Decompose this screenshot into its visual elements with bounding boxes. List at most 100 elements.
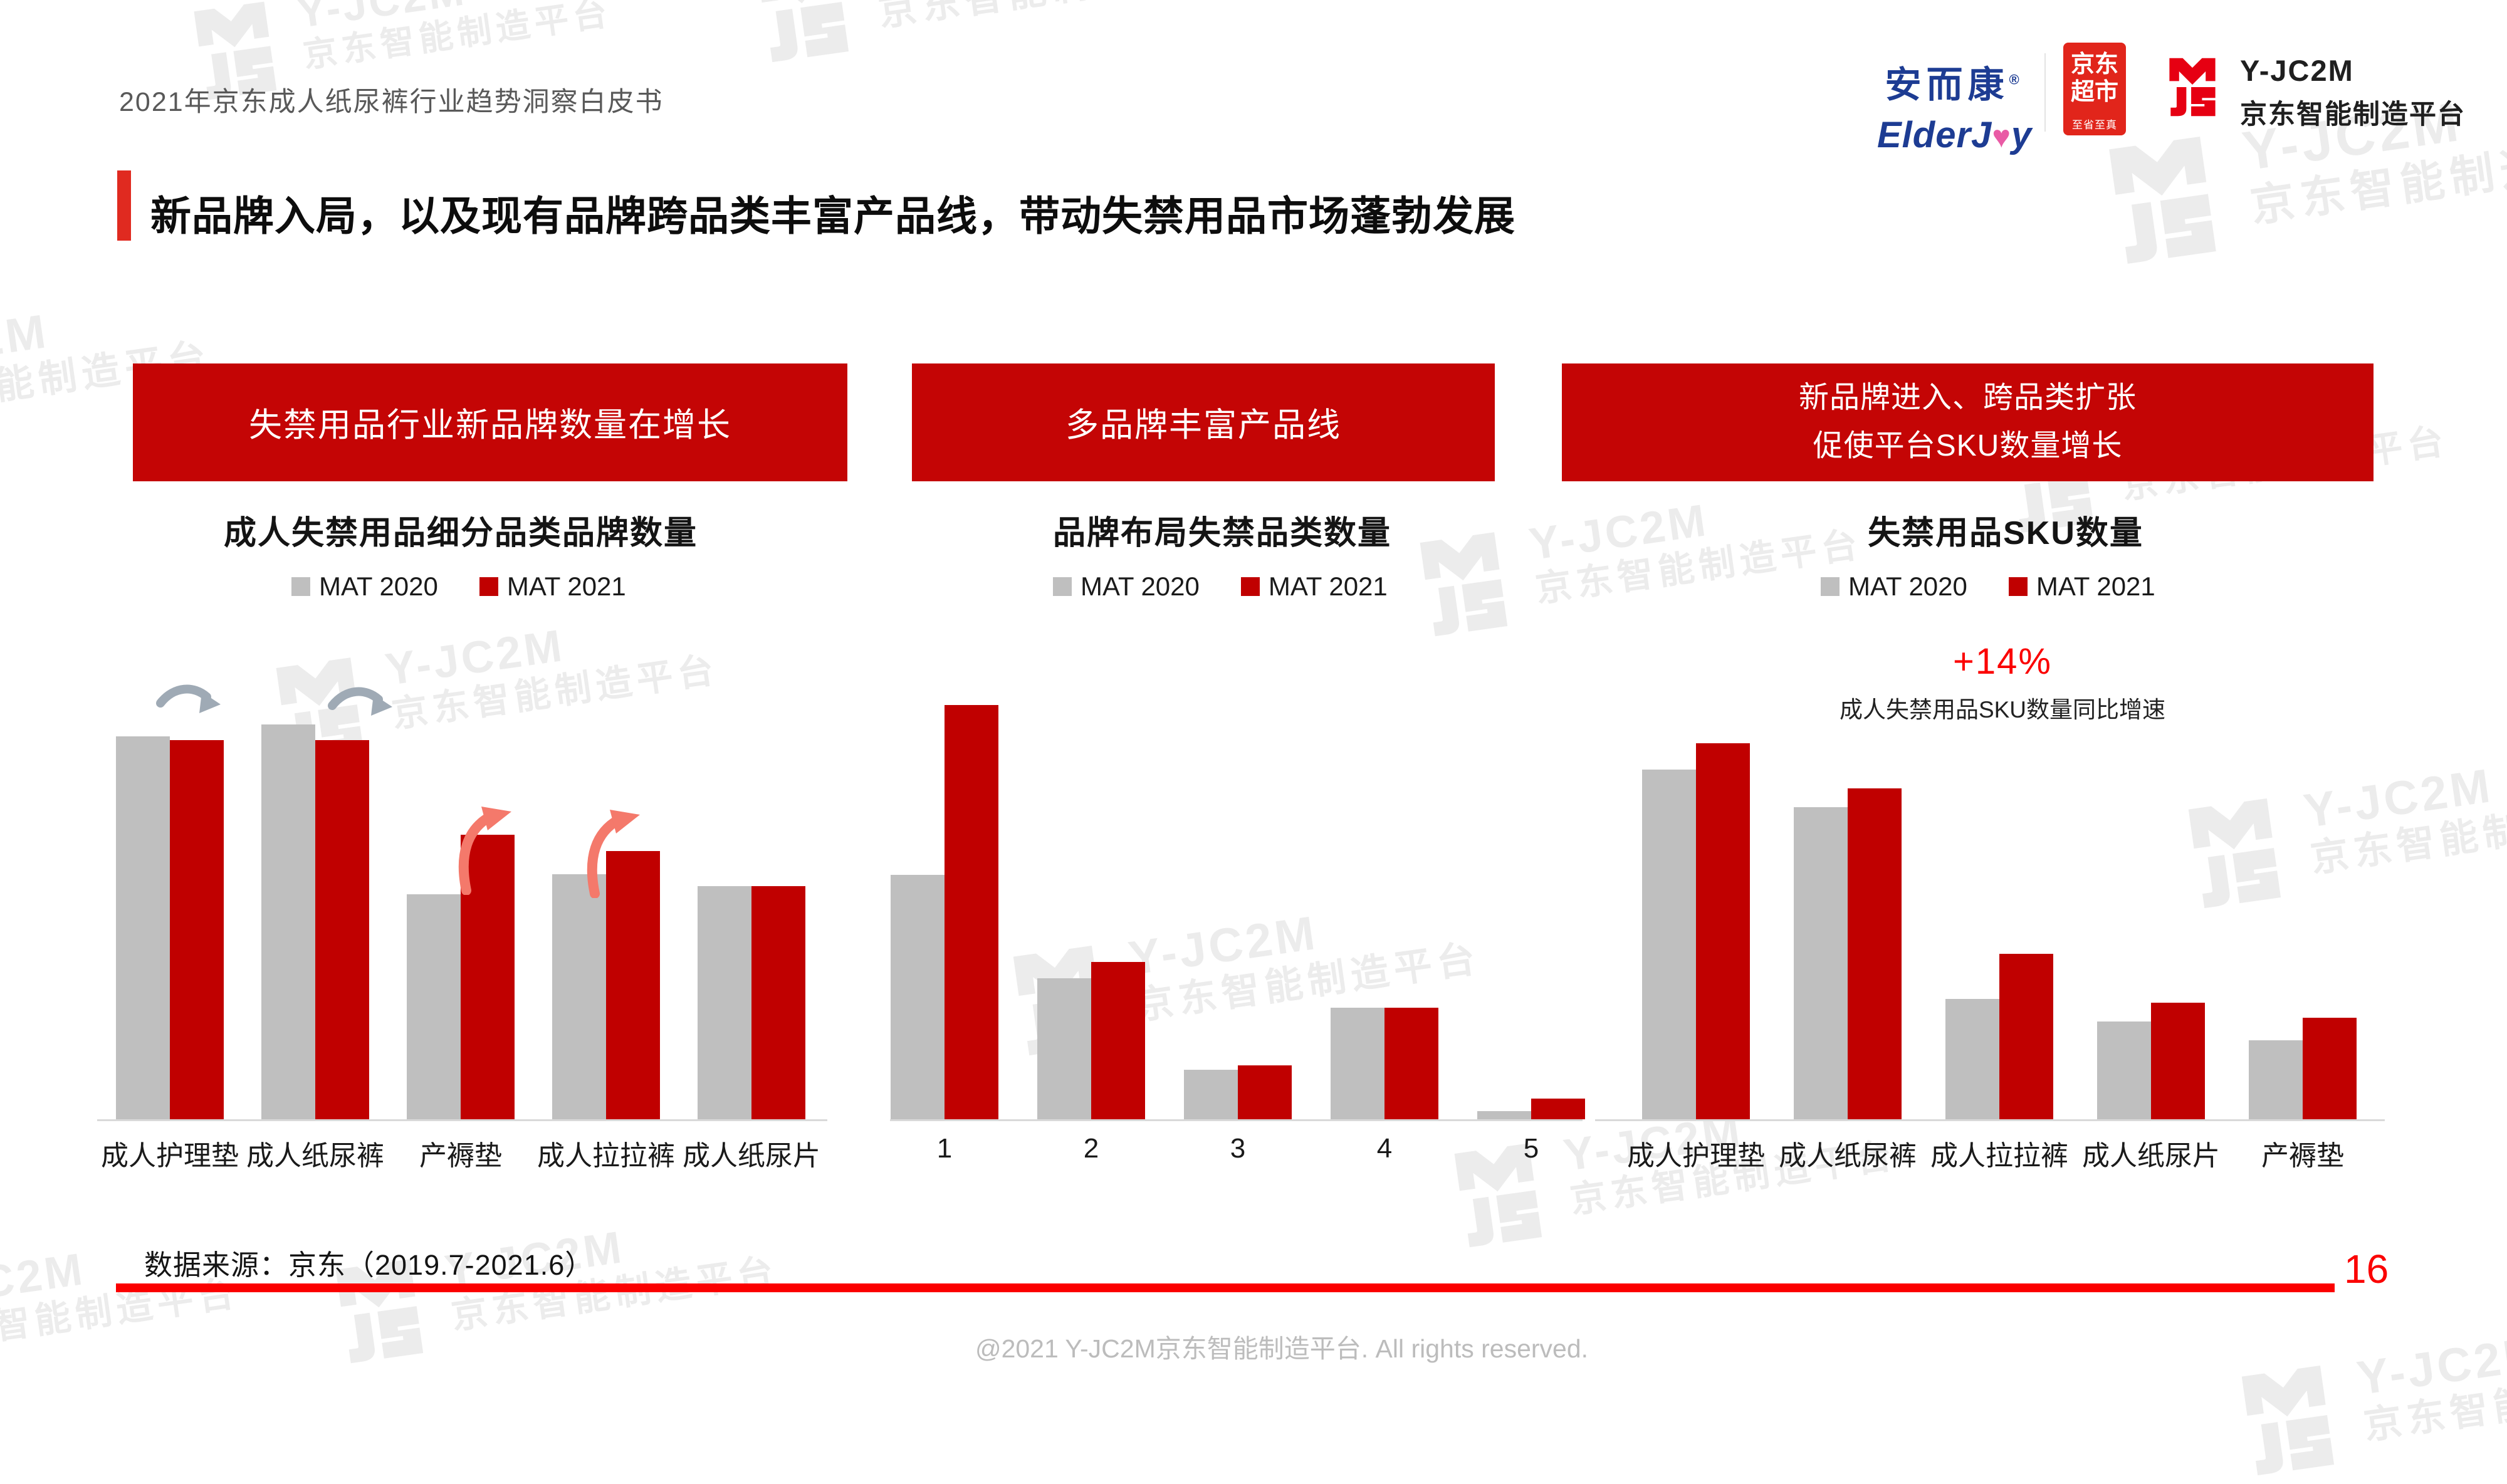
data-source: 数据来源：京东（2019.7-2021.6） (144, 1249, 594, 1281)
bar-group: 3 (1184, 1065, 1292, 1164)
jc2m-watermark-glyph-icon (2228, 1355, 2347, 1484)
bar-mat2020 (1184, 1070, 1238, 1119)
bar-group: 1 (891, 705, 998, 1164)
document-title: 2021年京东成人纸尿裤行业趋势洞察白皮书 (119, 87, 664, 117)
bar-group: 成人纸尿片 (2082, 1003, 2220, 1171)
bar-mat2020 (116, 736, 170, 1119)
bar-group: 产褥垫 (2249, 1018, 2357, 1171)
x-axis-label: 成人拉拉裤 (537, 1141, 675, 1171)
legend-swatch-gray (1821, 577, 1840, 596)
x-axis-label: 5 (1523, 1133, 1539, 1164)
elderjoy-logo: 安而康® ElderJ♥y (1877, 55, 2032, 156)
jc2m-logo-glyph-icon (2161, 53, 2224, 120)
chart3-title: 失禁用品SKU数量 (1868, 515, 2143, 551)
bar-group: 成人纸尿裤 (246, 724, 384, 1171)
watermark-line2: 京东智能制造平台 (300, 0, 615, 75)
page-number: 16 (2344, 1246, 2389, 1292)
watermark: Y-JC2M京东智能制造平台 (743, 0, 1229, 71)
growth-arrow-icon (458, 807, 511, 895)
decline-arrow-icon (156, 684, 221, 713)
bar-chart-sku-count: 成人护理垫 成人纸尿裤 成人拉拉裤 成人纸尿片 产褥垫 (1614, 743, 2385, 1171)
bar-mat2021 (1384, 1008, 1438, 1119)
bar-mat2021 (1238, 1065, 1292, 1119)
x-axis-label: 成人纸尿裤 (246, 1141, 384, 1171)
bar-chart-brand-count: 成人护理垫 成人纸尿裤 产褥垫 成人拉拉裤 成人纸尿片 (100, 724, 821, 1171)
jc2m-name: Y-JC2M (2240, 54, 2354, 87)
chart1-legend: MAT 2020 MAT 2021 (291, 572, 626, 602)
title-accent-bar (117, 170, 131, 241)
x-axis-label: 成人护理垫 (1627, 1141, 1765, 1171)
bar-mat2021 (606, 851, 660, 1119)
x-axis-label: 产褥垫 (419, 1141, 502, 1171)
x-axis-label: 4 (1376, 1133, 1393, 1164)
x-axis-label: 1 (936, 1133, 953, 1164)
bar-group: 成人护理垫 (101, 736, 239, 1171)
x-axis-label: 成人护理垫 (101, 1141, 239, 1171)
bar-mat2021 (945, 705, 998, 1119)
chart3-axis-line (1595, 1119, 2385, 1121)
bar-mat2020 (1794, 807, 1848, 1119)
legend-label-mat2021: MAT 2021 (506, 572, 626, 601)
bar-mat2021 (1531, 1099, 1585, 1119)
bar-mat2021 (1696, 743, 1750, 1119)
bar-mat2021 (2303, 1018, 2357, 1119)
banner-sku-growth: 新品牌进入、跨品类扩张 促使平台SKU数量增长 (1562, 363, 2374, 481)
bar-group: 成人拉拉裤 (537, 851, 675, 1171)
copyright-text: @2021 Y-JC2M京东智能制造平台. All rights reserve… (975, 1334, 1589, 1363)
bar-mat2020 (2249, 1040, 2303, 1119)
legend-swatch-gray (291, 577, 310, 596)
bar-group: 2 (1037, 962, 1145, 1164)
bar-mat2020 (1945, 999, 1999, 1119)
legend-label-mat2020: MAT 2020 (319, 572, 438, 601)
bar-mat2020 (261, 724, 315, 1119)
jc2m-watermark-glyph-icon (2093, 124, 2231, 274)
x-axis-label: 产褥垫 (2261, 1141, 2344, 1171)
growth-percentage: +14% (1953, 641, 2052, 682)
bar-mat2020 (1477, 1111, 1531, 1119)
bar-mat2020 (698, 886, 751, 1119)
x-axis-label: 成人纸尿片 (2082, 1141, 2220, 1171)
bar-mat2021 (1999, 954, 2053, 1119)
elderjoy-en-label: ElderJ♥y (1877, 115, 2033, 155)
bar-mat2021 (1848, 788, 1902, 1119)
legend-swatch-gray (1053, 577, 1072, 596)
chart2-axis-line (890, 1119, 1583, 1121)
bar-mat2020 (407, 894, 461, 1119)
jd-badge-line2: 超市 (2070, 78, 2118, 105)
bar-mat2020 (1037, 978, 1091, 1119)
heart-icon: ♥ (1992, 119, 2012, 154)
bar-chart-category-count: 1 2 3 4 5 (891, 705, 1585, 1164)
chart2-title: 品牌布局失禁品类数量 (1052, 515, 1391, 551)
x-axis-label: 2 (1083, 1133, 1099, 1164)
growth-note: 成人失禁用品SKU数量同比增速 (1839, 697, 2166, 723)
jc2m-platform-name: 京东智能制造平台 (2240, 100, 2466, 130)
jd-supermarket-badge: 京东 超市 至省至真 (2063, 43, 2126, 135)
x-axis-label: 3 (1230, 1133, 1246, 1164)
bar-mat2020 (1642, 770, 1696, 1119)
bar-mat2021 (751, 886, 805, 1119)
x-axis-label: 成人纸尿片 (683, 1141, 820, 1171)
bar-mat2021 (2151, 1003, 2205, 1119)
jd-badge-slogan: 至省至真 (2072, 119, 2117, 132)
bar-group: 成人护理垫 (1627, 743, 1765, 1171)
banner-new-brands: 失禁用品行业新品牌数量在增长 (133, 363, 847, 481)
jd-badge-line1: 京东 (2070, 51, 2118, 78)
chart3-legend: MAT 2020 MAT 2021 (1821, 572, 2155, 602)
page-title: 新品牌入局，以及现有品牌跨品类丰富产品线，带动失禁用品市场蓬勃发展 (150, 193, 1516, 239)
chart2-legend: MAT 2020 MAT 2021 (1053, 572, 1388, 602)
legend-swatch-red (2008, 577, 2028, 596)
bar-group: 5 (1477, 1099, 1585, 1164)
bar-mat2021 (1091, 962, 1145, 1119)
elderjoy-cn-label: 安而康® (1885, 65, 2024, 105)
x-axis-label: 成人拉拉裤 (1930, 1141, 2068, 1171)
legend-swatch-red (1240, 577, 1260, 596)
bar-mat2020 (1331, 1008, 1384, 1119)
jc2m-logo: Y-JC2M 京东智能制造平台 (2161, 53, 2466, 132)
legend-swatch-red (479, 577, 498, 596)
chart1-axis-line (97, 1119, 827, 1121)
bar-group: 成人拉拉裤 (1930, 954, 2068, 1171)
bar-mat2021 (170, 740, 224, 1119)
jc2m-watermark-glyph-icon (743, 0, 862, 71)
